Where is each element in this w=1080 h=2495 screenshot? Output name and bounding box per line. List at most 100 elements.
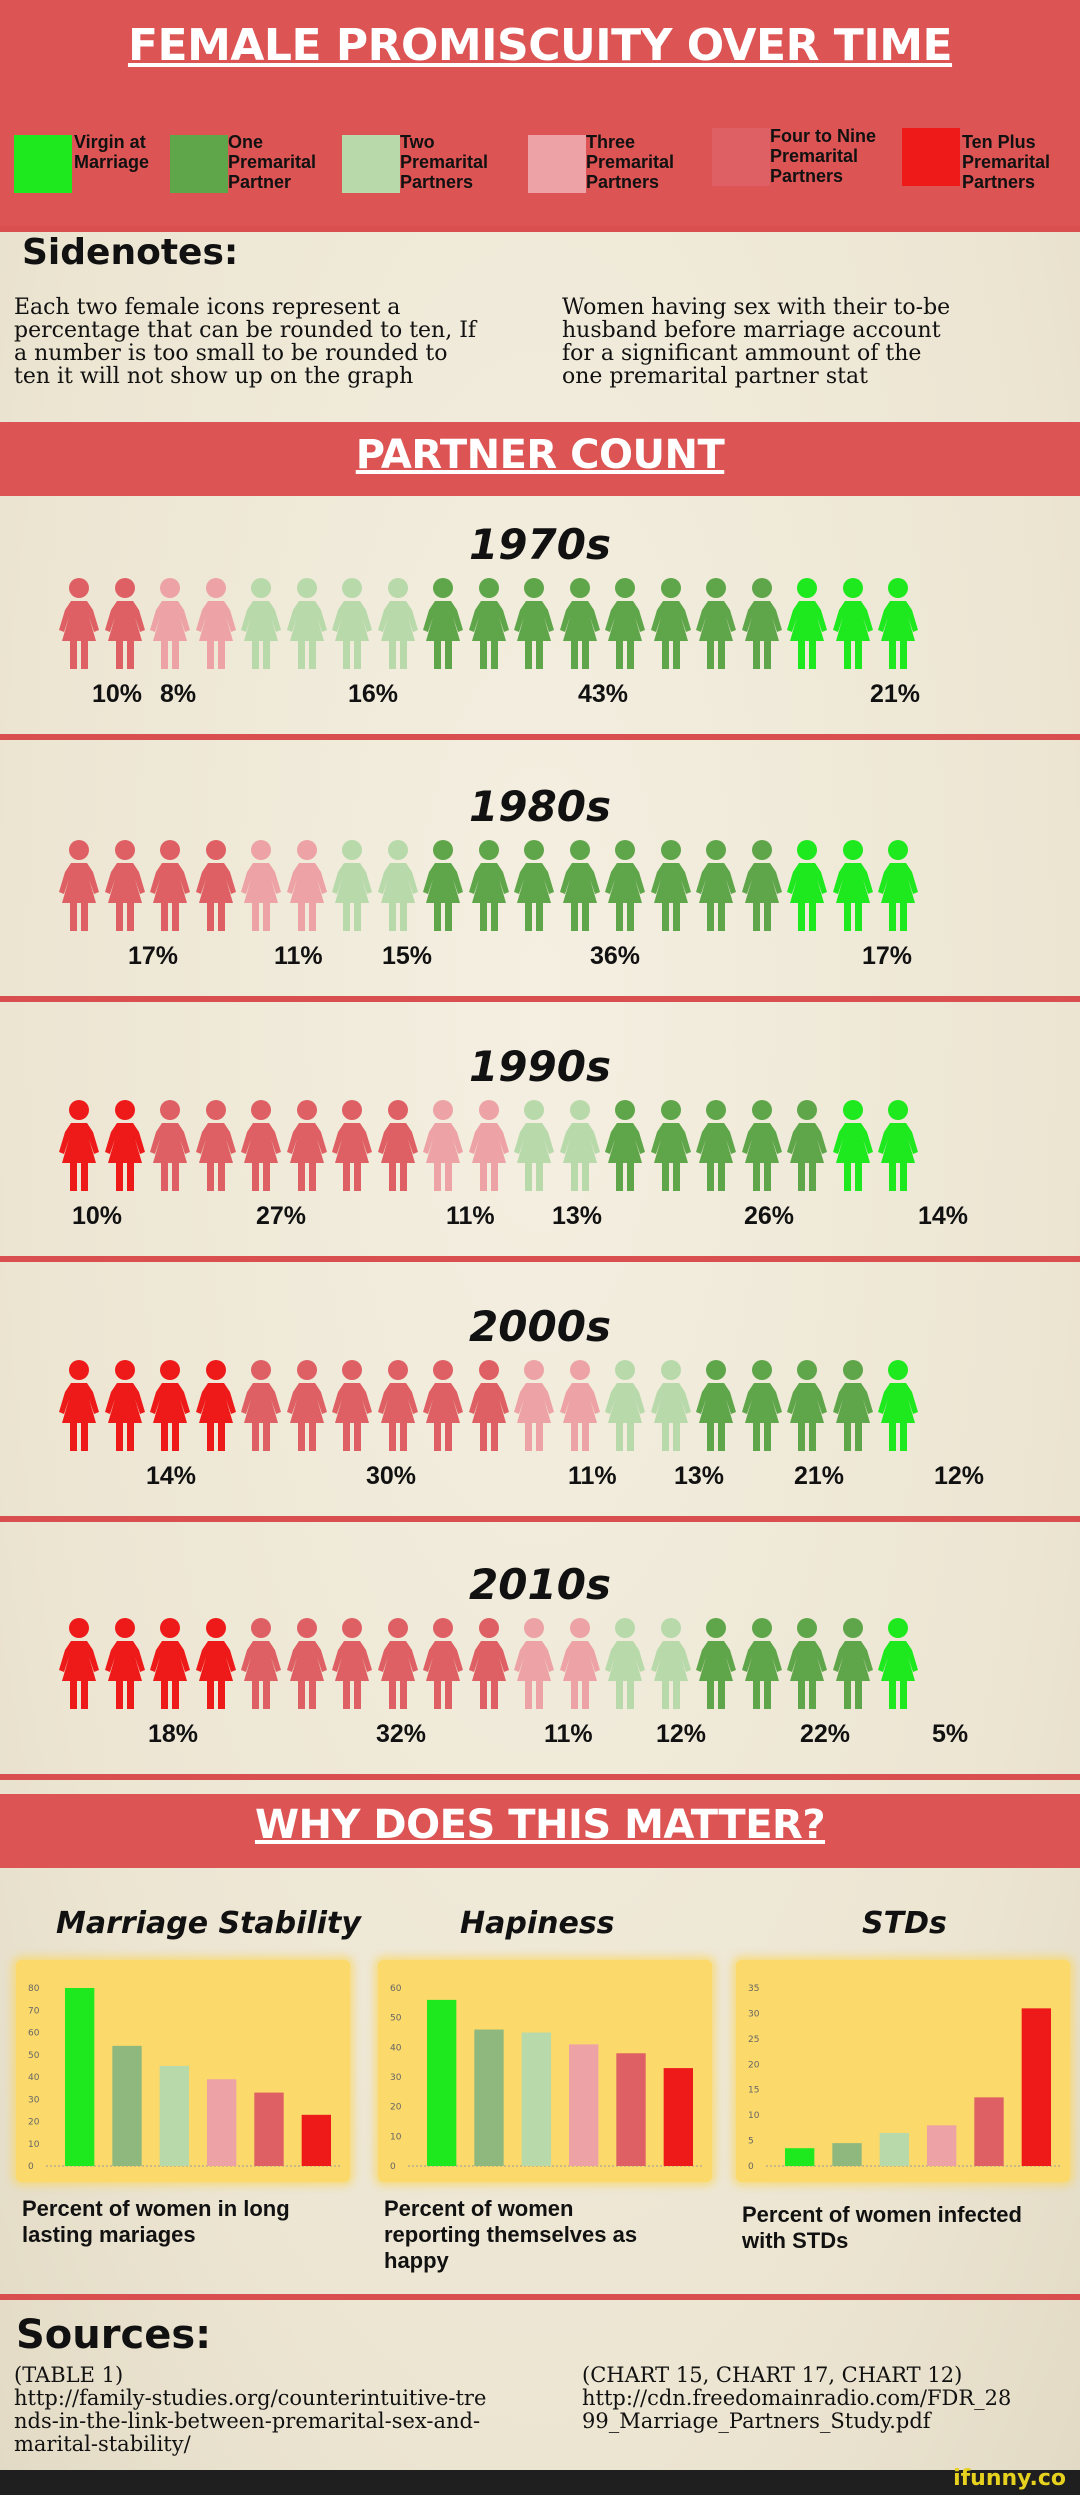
percent-label: 10%: [72, 1202, 123, 1230]
female-icon: [241, 578, 281, 669]
female-icon: [468, 840, 509, 931]
divider: [0, 734, 1080, 740]
y-tick-label: 40: [28, 2073, 40, 2083]
female-icon: [241, 1360, 281, 1451]
y-tick-label: 40: [390, 2043, 402, 2053]
female-icon: [59, 1100, 99, 1191]
female-icon: [286, 1360, 327, 1451]
female-icon: [878, 1100, 918, 1191]
female-icon: [104, 1100, 145, 1191]
female-icon: [150, 1100, 190, 1191]
female-icon: [650, 1360, 691, 1451]
female-icon: [332, 840, 372, 931]
legend-swatch: [14, 135, 72, 193]
decade-title: 1990s: [469, 1042, 611, 1091]
female-icon: [832, 1100, 873, 1191]
page-title: FEMALE PROMISCUITY OVER TIME: [127, 20, 953, 71]
divider: [0, 2294, 1080, 2300]
decade-title: 1980s: [469, 782, 611, 831]
percent-label: 26%: [744, 1202, 795, 1230]
divider: [0, 226, 1080, 232]
percent-label: 27%: [256, 1202, 307, 1230]
female-icon: [150, 840, 190, 931]
female-icon: [241, 1100, 281, 1191]
female-icon: [195, 1100, 236, 1191]
female-icon: [150, 578, 190, 669]
female-icon: [741, 1360, 782, 1451]
female-icon: [832, 1360, 873, 1451]
female-icon: [332, 1618, 372, 1709]
female-icon: [423, 1100, 463, 1191]
legend-swatch: [342, 135, 400, 193]
legend-label: Four to Nine Premarital Partners: [770, 126, 876, 186]
percent-label: 15%: [382, 942, 433, 970]
bar: [301, 2114, 332, 2166]
female-icon: [559, 578, 600, 669]
female-icon: [195, 840, 236, 931]
percent-label: 12%: [934, 1462, 985, 1490]
bar-chart: 0 10 20 30 40 50 60 70 80: [28, 1984, 340, 2172]
female-icon: [696, 1360, 736, 1451]
percent-label: 43%: [578, 680, 629, 708]
female-icon: [741, 1100, 782, 1191]
why-band: [0, 1794, 1080, 1868]
percent-label: 17%: [862, 942, 913, 970]
female-icon: [650, 840, 691, 931]
y-tick-label: 25: [748, 2035, 759, 2045]
female-icon: [696, 1100, 736, 1191]
female-icon: [832, 1618, 873, 1709]
bar: [254, 2092, 284, 2166]
bar: [926, 2125, 957, 2166]
bar: [426, 1999, 457, 2166]
y-tick-label: 10: [28, 2140, 40, 2150]
chart-caption: Percent of women reporting themselves as…: [384, 2196, 638, 2273]
female-icon: [696, 578, 736, 669]
female-icon: [878, 1618, 918, 1709]
percent-label: 8%: [160, 680, 197, 708]
percent-label: 13%: [674, 1462, 725, 1490]
y-tick-label: 0: [28, 2162, 34, 2172]
chart-title: Marriage Stability: [56, 1906, 361, 1941]
female-icon: [468, 1360, 509, 1451]
y-tick-label: 30: [748, 2009, 760, 2019]
source-right: (CHART 15, CHART 17, CHART 12) http://cd…: [582, 2363, 1012, 2433]
female-icon: [878, 578, 918, 669]
female-icon: [605, 1360, 645, 1451]
chart-caption: Percent of women infected with STDs: [742, 2202, 1022, 2253]
female-icon: [241, 840, 281, 931]
bar: [568, 2044, 599, 2166]
bar: [64, 1988, 95, 2166]
y-tick-label: 30: [28, 2095, 40, 2105]
y-tick-label: 50: [390, 2014, 402, 2024]
female-icon: [150, 1618, 190, 1709]
y-tick-label: 0: [748, 2162, 754, 2172]
y-tick-label: 60: [390, 1984, 402, 1994]
female-icon: [286, 1618, 327, 1709]
female-icon: [832, 578, 873, 669]
female-icon: [559, 1618, 600, 1709]
female-icon: [286, 1100, 327, 1191]
bar-chart: 0 5 10 15 20 25 30 35: [748, 1984, 1060, 2172]
percent-label: 10%: [92, 680, 143, 708]
sources-heading: Sources:: [16, 2312, 212, 2358]
percent-label: 17%: [128, 942, 179, 970]
chart-title: Hapiness: [460, 1906, 615, 1941]
female-icon: [741, 578, 782, 669]
female-icon: [559, 1360, 600, 1451]
percent-label: 22%: [800, 1720, 851, 1748]
female-icon: [286, 578, 327, 669]
bar: [521, 2032, 552, 2166]
female-icon: [605, 1100, 645, 1191]
percent-label: 11%: [446, 1202, 495, 1230]
decade-title: 2010s: [469, 1560, 611, 1609]
female-icon: [195, 1360, 236, 1451]
y-tick-label: 60: [28, 2029, 40, 2039]
female-icon: [559, 1100, 600, 1191]
female-icon: [150, 1360, 190, 1451]
female-icon: [650, 1618, 691, 1709]
legend-label: Two Premarital Partners: [400, 132, 489, 192]
female-icon: [514, 1100, 554, 1191]
y-tick-label: 50: [28, 2051, 40, 2061]
female-icon: [332, 578, 372, 669]
legend-swatch: [528, 135, 586, 193]
